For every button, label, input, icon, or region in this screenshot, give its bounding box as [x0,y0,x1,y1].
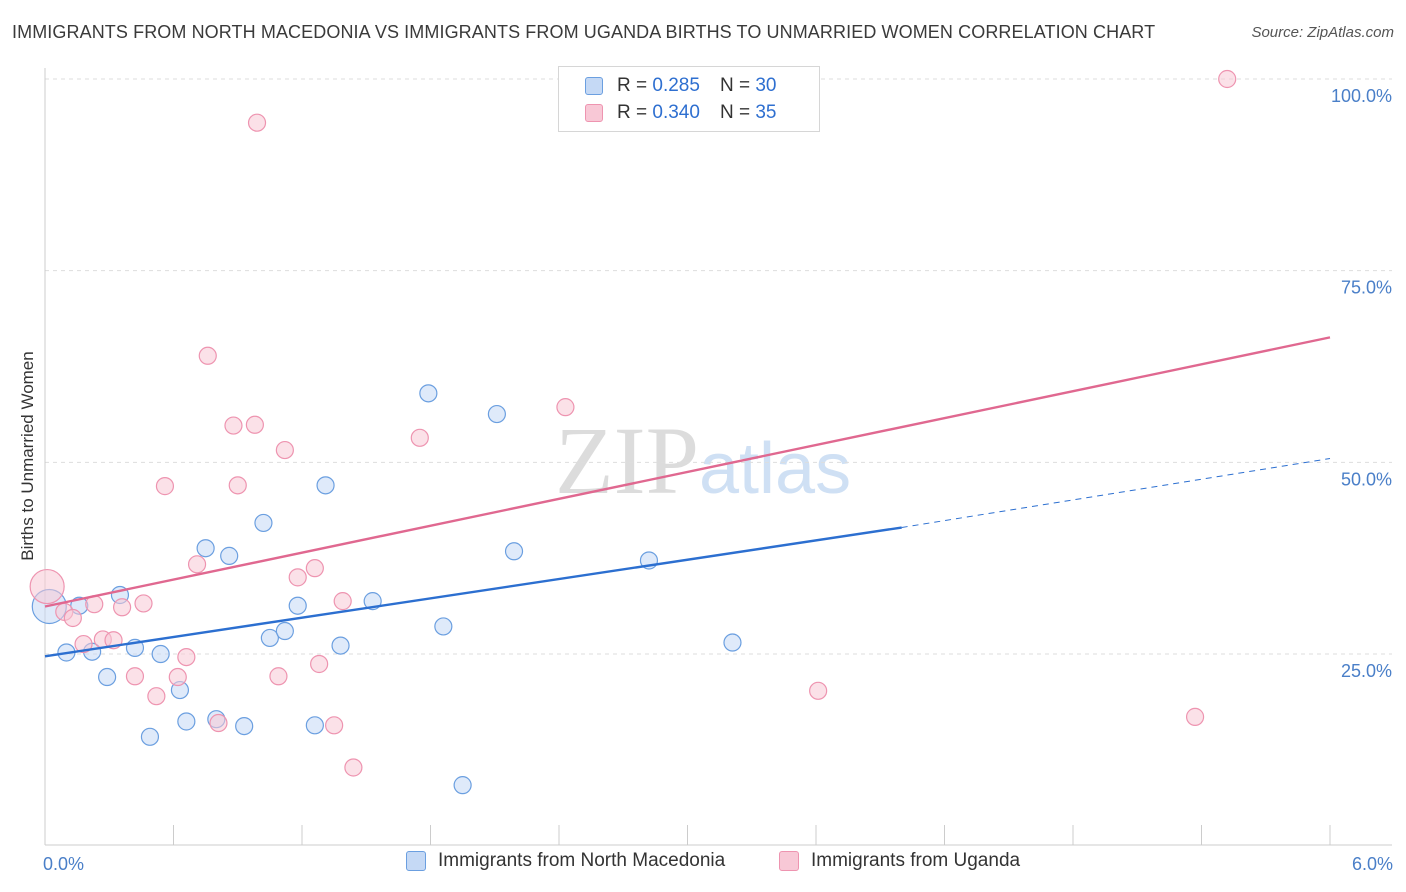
macedonia-n-label: N = [719,75,751,96]
trend-line-macedonia [44,526,902,658]
point-macedonia-17 [275,621,294,641]
stats-legend: R = 0.285 N = 30 R = 0.340 N = 35 [558,66,820,132]
point-macedonia-4 [98,667,117,687]
trend-line-uganda [44,336,1331,608]
series-legend-macedonia-swatch [406,851,426,871]
point-uganda-30 [556,398,575,417]
uganda-n-value: 35 [755,102,777,123]
uganda-r-value: 0.340 [652,102,700,123]
point-uganda-8 [125,667,145,686]
point-uganda-27 [333,592,352,611]
uganda-swatch [585,104,603,122]
point-macedonia-26 [487,404,506,424]
point-uganda-11 [155,477,175,496]
point-macedonia-16 [260,628,279,648]
point-macedonia-23 [419,384,438,403]
chart-source: Source: ZipAtlas.com [1251,24,1394,41]
point-uganda-7 [112,598,132,617]
point-uganda-13 [177,647,196,667]
point-macedonia-20 [316,476,335,495]
point-uganda-28 [344,758,363,777]
point-macedonia-24 [434,617,453,636]
point-macedonia-15 [254,513,273,533]
point-macedonia-8 [151,644,170,664]
point-macedonia-29 [723,633,742,652]
uganda-r-label: R = [617,102,648,123]
watermark-zip: ZIP [555,407,699,514]
series-legend: Immigrants from North Macedonia Immigran… [0,850,1406,878]
point-uganda-22 [275,440,294,460]
point-uganda-23 [288,568,307,587]
uganda-n-label: N = [719,102,751,123]
series-legend-uganda-label: Immigrants from Uganda [811,850,1021,871]
x-tick-label-0: 0.0% [43,854,84,874]
point-uganda-25 [310,654,329,674]
point-macedonia-10 [177,712,196,731]
point-macedonia-21 [331,636,350,655]
series-legend-uganda-swatch [779,851,799,871]
point-macedonia-14 [235,716,254,736]
stats-legend-row-uganda: R = 0.340 N = 35 [585,100,776,126]
series-legend-uganda[interactable]: Immigrants from Uganda [779,850,1020,872]
point-uganda-9 [134,594,153,613]
point-uganda-24 [305,559,324,578]
point-uganda-10 [147,687,166,706]
macedonia-r-label: R = [617,75,648,96]
point-uganda-29 [410,428,429,447]
point-macedonia-18 [288,596,307,615]
chart-title: IMMIGRANTS FROM NORTH MACEDONIA VS IMMIG… [12,22,1156,42]
point-macedonia-27 [504,542,524,561]
point-uganda-2 [63,608,82,628]
point-macedonia-11 [196,539,215,558]
macedonia-swatch [585,77,603,95]
y-tick-label-3: 100.0% [1331,86,1392,106]
point-uganda-32 [1185,707,1205,726]
point-uganda-0 [29,568,65,605]
point-uganda-20 [247,113,267,132]
point-uganda-26 [325,716,344,735]
point-uganda-18 [228,476,247,495]
trend-line-macedonia-extrapolated [901,458,1331,529]
point-uganda-33 [1218,69,1237,89]
point-uganda-12 [168,667,187,687]
stats-legend-row-macedonia: R = 0.285 N = 30 [585,73,776,99]
x-tick-label-1: 6.0% [1352,854,1393,874]
y-tick-label-1: 50.0% [1341,469,1392,489]
point-macedonia-7 [140,727,160,746]
point-uganda-17 [224,416,243,435]
point-uganda-14 [187,555,207,574]
point-uganda-21 [269,667,288,686]
y-tick-label-2: 75.0% [1341,278,1392,298]
macedonia-r-value: 0.285 [652,75,700,96]
y-axis-label: Births to Unmarried Women [18,351,37,560]
macedonia-n-value: 30 [755,75,777,96]
point-macedonia-19 [305,716,324,735]
point-uganda-3 [74,634,93,654]
point-uganda-16 [209,713,228,733]
y-tick-label-0: 25.0% [1341,661,1392,681]
series-legend-macedonia[interactable]: Immigrants from North Macedonia [406,850,725,872]
point-macedonia-25 [453,776,472,795]
point-uganda-19 [245,415,264,434]
series-legend-macedonia-label: Immigrants from North Macedonia [438,850,726,871]
point-macedonia-13 [220,546,239,565]
point-uganda-31 [809,681,828,700]
point-uganda-15 [198,346,217,365]
